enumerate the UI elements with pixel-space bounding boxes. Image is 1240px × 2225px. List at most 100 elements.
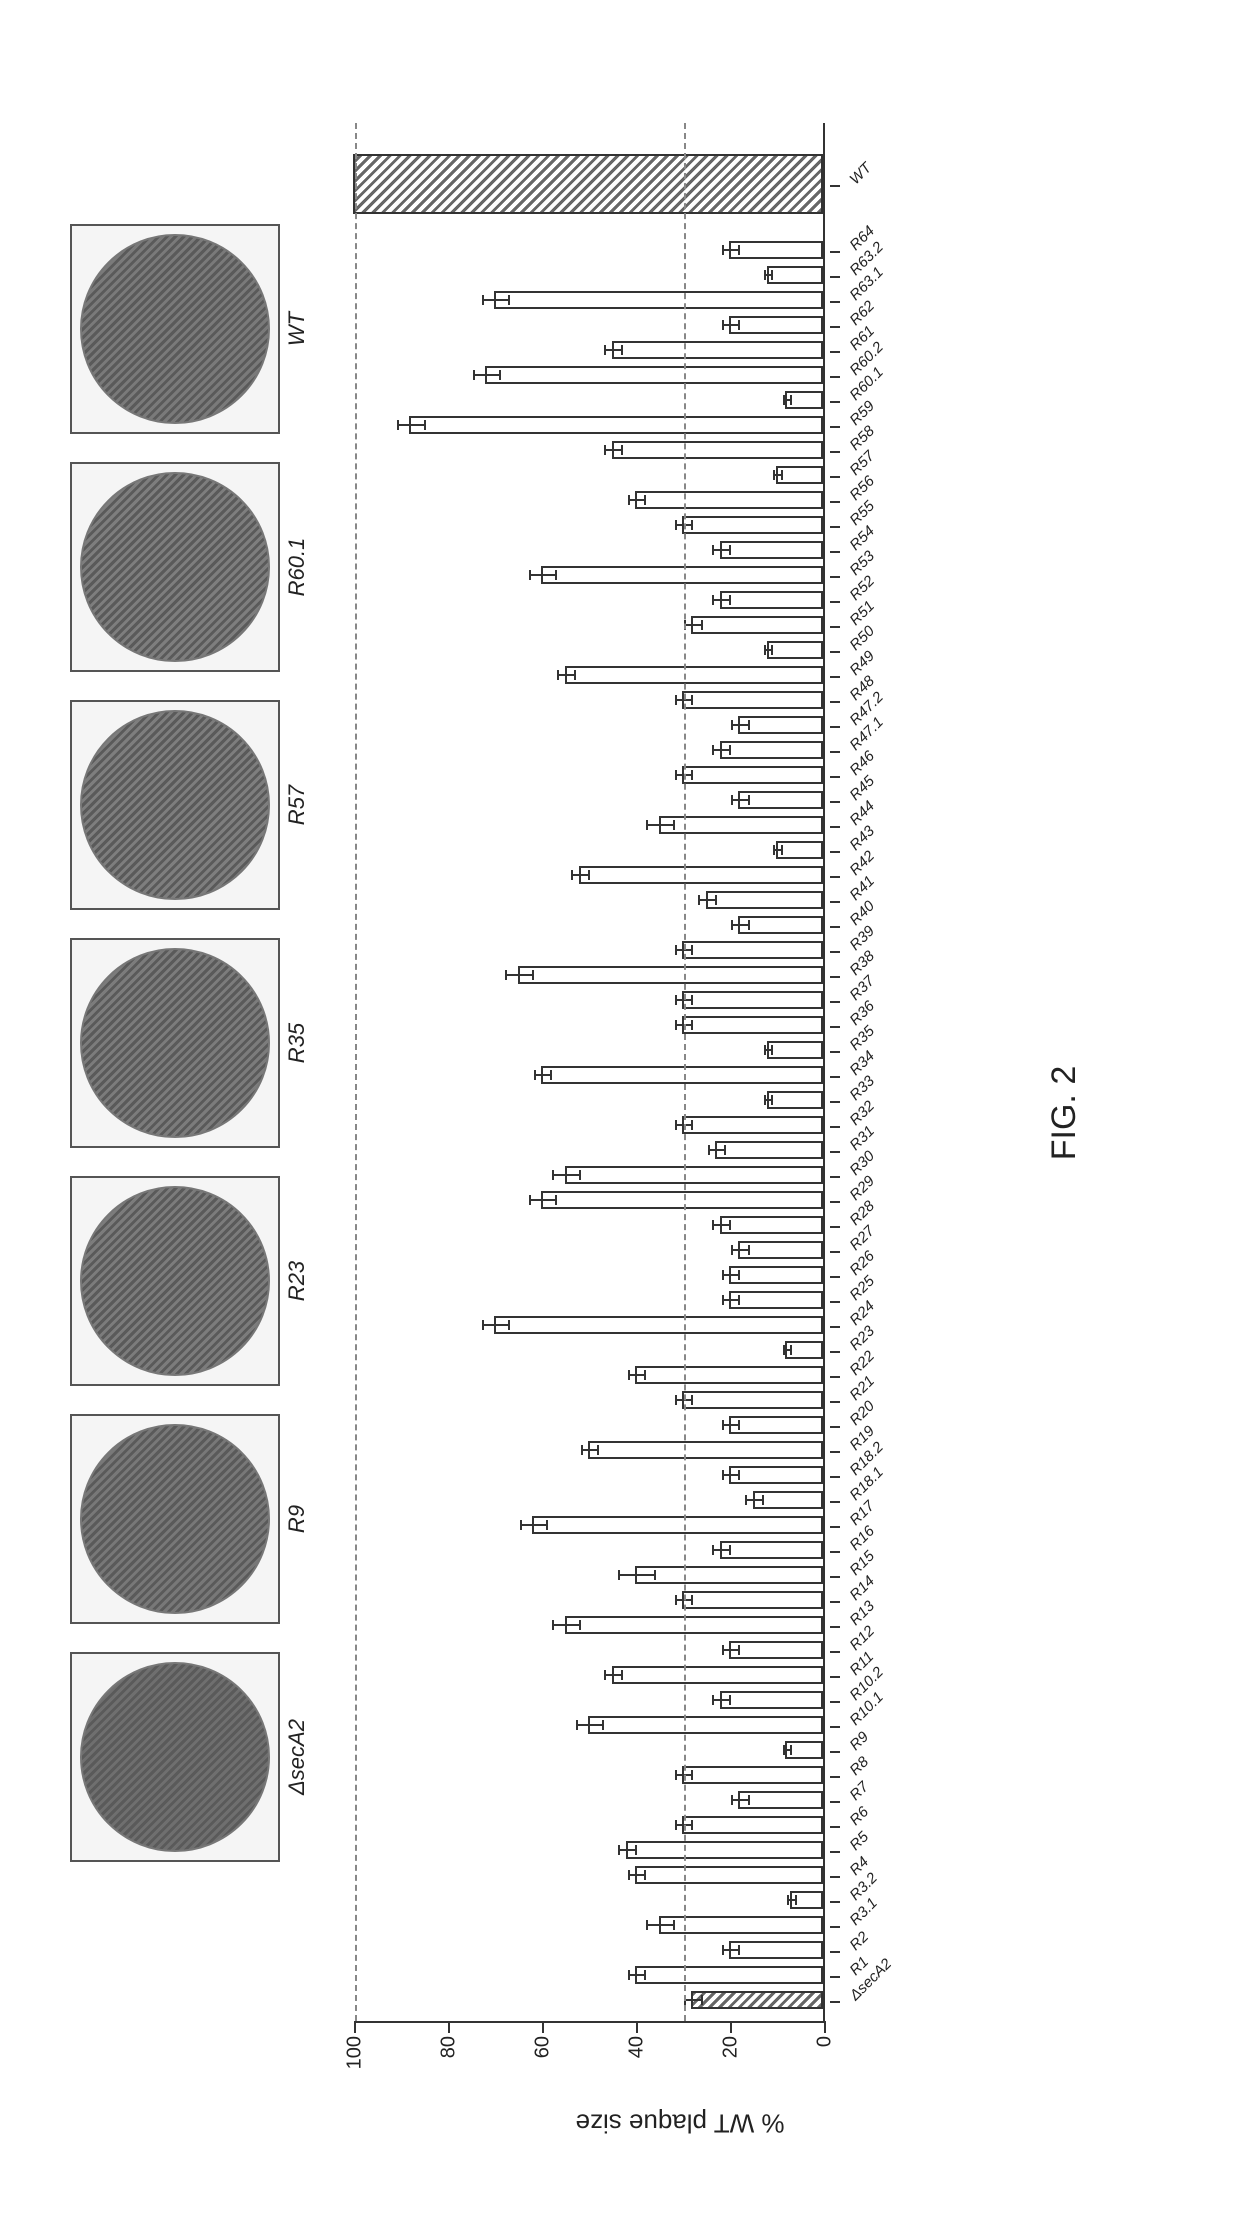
x-label: R41	[846, 872, 877, 903]
error-bar	[684, 1999, 703, 2001]
bar	[682, 1766, 823, 1784]
x-tick	[830, 1151, 840, 1153]
x-tick	[830, 1601, 840, 1603]
x-label: R51	[846, 597, 877, 628]
bar	[409, 416, 823, 434]
error-bar	[783, 399, 792, 401]
well-label: ΔsecA2	[284, 1719, 310, 1795]
error-bar	[764, 649, 773, 651]
bar	[612, 1666, 824, 1684]
x-tick	[830, 1401, 840, 1403]
x-tick	[830, 726, 840, 728]
x-tick	[830, 1651, 840, 1653]
bar	[682, 766, 823, 784]
x-tick	[830, 1101, 840, 1103]
x-tick	[830, 826, 840, 828]
x-label: R25	[846, 1272, 877, 1303]
x-tick	[830, 1876, 840, 1878]
error-bar	[712, 1699, 731, 1701]
bar	[485, 366, 823, 384]
plot-area: 020406080100	[355, 123, 825, 2023]
x-tick	[830, 926, 840, 928]
bar	[729, 241, 823, 259]
y-tick-label: 0	[814, 2036, 837, 2081]
x-label: R53	[846, 547, 877, 578]
well-plate: R23	[70, 1176, 280, 1386]
y-tick	[730, 2021, 732, 2033]
x-tick	[830, 876, 840, 878]
y-tick	[542, 2021, 544, 2033]
y-tick-label: 40	[626, 2036, 649, 2081]
x-tick	[830, 1801, 840, 1803]
y-axis-label: % WT plaque size	[575, 2107, 784, 2138]
error-bar	[698, 899, 717, 901]
x-tick	[830, 1701, 840, 1703]
bar	[790, 1891, 823, 1909]
bar	[635, 1866, 823, 1884]
bar	[682, 991, 823, 1009]
x-tick	[830, 601, 840, 603]
y-tick-label: 60	[532, 2036, 555, 2081]
x-tick	[830, 426, 840, 428]
bar	[738, 1241, 823, 1259]
bar	[682, 1816, 823, 1834]
x-label: R22	[846, 1347, 877, 1378]
x-label: R3.2	[846, 1869, 880, 1903]
bar	[715, 1141, 823, 1159]
x-label: R2	[846, 1928, 872, 1954]
x-label: R21	[846, 1372, 877, 1403]
bar	[682, 1016, 823, 1034]
bar	[729, 1266, 823, 1284]
error-bar	[397, 424, 425, 426]
bar	[738, 1791, 823, 1809]
x-tick	[830, 1001, 840, 1003]
x-tick	[830, 976, 840, 978]
x-tick	[830, 1026, 840, 1028]
y-tick	[354, 2021, 356, 2033]
bar	[720, 541, 823, 559]
x-tick	[830, 1826, 840, 1828]
well-plate: R60.1	[70, 462, 280, 672]
bar	[565, 1166, 824, 1184]
x-tick	[830, 1251, 840, 1253]
x-tick	[830, 401, 840, 403]
error-bar	[731, 1249, 750, 1251]
bar	[729, 1941, 823, 1959]
x-tick	[830, 1551, 840, 1553]
x-label: R29	[846, 1172, 877, 1203]
bar	[767, 641, 823, 659]
x-label: R55	[846, 497, 877, 528]
bar	[785, 1741, 823, 1759]
x-label: R36	[846, 997, 877, 1028]
y-tick-label: 80	[438, 2036, 461, 2081]
well-label: R60.1	[284, 537, 310, 596]
error-bar	[722, 1274, 741, 1276]
figure-caption: FIG. 2	[1045, 1065, 1084, 1159]
error-bar	[712, 1224, 731, 1226]
x-label: R46	[846, 747, 877, 778]
x-tick	[830, 251, 840, 253]
x-tick	[830, 1376, 840, 1378]
x-label: R12	[846, 1622, 877, 1653]
x-label: R49	[846, 647, 877, 678]
y-tick-label: 100	[344, 2036, 367, 2081]
bar	[682, 1391, 823, 1409]
x-label: R9	[846, 1728, 872, 1754]
x-label: R20	[846, 1397, 877, 1428]
x-label: R16	[846, 1522, 877, 1553]
x-label: R24	[846, 1297, 877, 1328]
bar	[682, 1116, 823, 1134]
bar	[612, 341, 824, 359]
bar	[729, 1291, 823, 1309]
error-bar	[731, 924, 750, 926]
well-circle	[80, 1186, 270, 1376]
x-label: R40	[846, 897, 877, 928]
x-tick	[830, 476, 840, 478]
error-bar	[764, 1049, 773, 1051]
x-tick	[830, 1576, 840, 1578]
x-tick	[830, 1326, 840, 1328]
error-bar	[628, 1874, 647, 1876]
error-bar	[529, 1199, 557, 1201]
x-label: R33	[846, 1072, 877, 1103]
error-bar	[571, 874, 590, 876]
